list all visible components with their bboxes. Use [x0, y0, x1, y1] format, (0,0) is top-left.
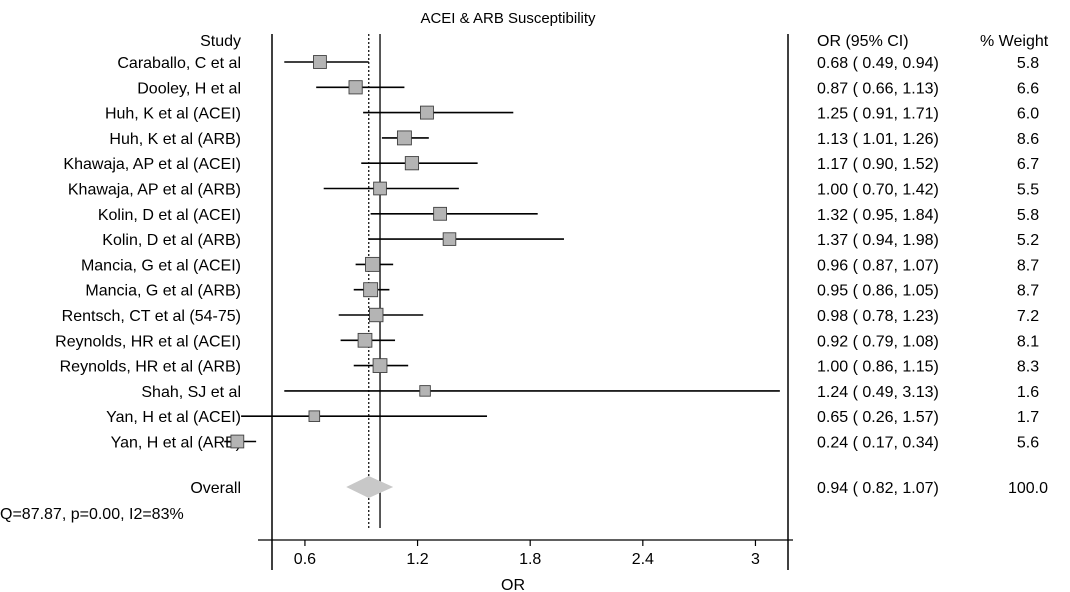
study-estimate-box [419, 385, 431, 397]
study-weight: 5.8 [1017, 55, 1039, 72]
study-label: Kolin, D et al (ACEI) [98, 207, 241, 224]
study-ci-text: 0.65 ( 0.26, 1.57) [817, 409, 939, 426]
study-ci-text: 1.37 ( 0.94, 1.98) [817, 232, 939, 249]
study-label: Huh, K et al (ACEI) [105, 106, 241, 123]
study-weight: 8.3 [1017, 359, 1039, 376]
study-weight: 5.5 [1017, 182, 1039, 199]
study-weight: 1.6 [1017, 384, 1039, 401]
study-estimate-box [442, 232, 457, 246]
study-estimate-box [420, 105, 434, 120]
study-estimate-box [308, 410, 321, 422]
study-weight: 8.7 [1017, 257, 1039, 274]
study-weight: 8.7 [1017, 283, 1039, 300]
study-ci-text: 1.00 ( 0.86, 1.15) [817, 359, 939, 376]
study-ci-text: 0.95 ( 0.86, 1.05) [817, 283, 939, 300]
study-ci-text: 0.24 ( 0.17, 0.34) [817, 435, 939, 452]
study-weight: 6.0 [1017, 106, 1039, 123]
study-column-header: Study [200, 33, 241, 50]
study-ci-text: 1.24 ( 0.49, 3.13) [817, 384, 939, 401]
study-label: Mancia, G et al (ACEI) [81, 257, 241, 274]
study-label: Reynolds, HR et al (ARB) [60, 359, 241, 376]
study-ci-text: 0.92 ( 0.79, 1.08) [817, 333, 939, 350]
study-estimate-box [433, 206, 447, 221]
study-label: Dooley, H et al [137, 80, 241, 97]
chart-title: ACEI & ARB Susceptibility [420, 10, 596, 27]
overall-ci-text: 0.94 ( 0.82, 1.07) [817, 480, 939, 497]
overall-diamond [346, 476, 394, 498]
study-estimate-box [396, 130, 412, 146]
study-weight: 5.6 [1017, 435, 1039, 452]
study-label: Yan, H et al (ACEI) [106, 409, 241, 426]
study-label: Reynolds, HR et al (ACEI) [55, 333, 241, 350]
x-tick-label: 3 [751, 551, 760, 568]
study-ci-text: 1.00 ( 0.70, 1.42) [817, 182, 939, 199]
heterogeneity-label: Q=87.87, p=0.00, I2=83% [0, 506, 184, 523]
study-weight: 1.7 [1017, 409, 1039, 426]
study-ci-text: 1.17 ( 0.90, 1.52) [817, 156, 939, 173]
study-ci-text: 0.98 ( 0.78, 1.23) [817, 308, 939, 325]
study-ci-text: 1.32 ( 0.95, 1.84) [817, 207, 939, 224]
study-estimate-box [365, 256, 380, 272]
x-tick-label: 1.2 [406, 551, 428, 568]
study-estimate-box [230, 434, 245, 449]
study-ci-text: 0.96 ( 0.87, 1.07) [817, 257, 939, 274]
study-estimate-box [357, 332, 373, 348]
study-estimate-box [363, 282, 379, 298]
study-label: Khawaja, AP et al (ACEI) [63, 156, 241, 173]
study-estimate-box [348, 80, 363, 95]
study-estimate-box [372, 358, 388, 373]
study-weight: 8.6 [1017, 131, 1039, 148]
study-weight: 5.2 [1017, 232, 1039, 249]
study-label: Caraballo, C et al [117, 55, 241, 72]
x-axis-title: OR [501, 577, 525, 592]
study-label: Shah, SJ et al [141, 384, 241, 401]
weight-column-header: % Weight [980, 33, 1049, 50]
study-estimate-box [313, 55, 327, 69]
study-ci-text: 1.25 ( 0.91, 1.71) [817, 106, 939, 123]
study-label: Huh, K et al (ARB) [109, 131, 241, 148]
study-label: Mancia, G et al (ARB) [85, 283, 241, 300]
study-label: Yan, H et al (ARB) [111, 435, 241, 452]
study-label: Khawaja, AP et al (ARB) [68, 182, 241, 199]
study-weight: 5.8 [1017, 207, 1039, 224]
overall-weight: 100.0 [1008, 480, 1048, 497]
study-ci-text: 1.13 ( 1.01, 1.26) [817, 131, 939, 148]
study-estimate-box [373, 181, 387, 196]
study-label: Kolin, D et al (ARB) [102, 232, 241, 249]
x-tick-label: 0.6 [294, 551, 316, 568]
study-ci-text: 0.87 ( 0.66, 1.13) [817, 80, 939, 97]
study-weight: 6.6 [1017, 80, 1039, 97]
study-weight: 8.1 [1017, 333, 1039, 350]
x-tick-label: 1.8 [519, 551, 541, 568]
study-estimate-box [369, 307, 384, 323]
study-weight: 7.2 [1017, 308, 1039, 325]
x-tick-label: 2.4 [632, 551, 654, 568]
study-estimate-box [404, 156, 420, 171]
study-label: Rentsch, CT et al (54-75) [62, 308, 241, 325]
overall-label: Overall [190, 480, 241, 497]
study-ci-text: 0.68 ( 0.49, 0.94) [817, 55, 939, 72]
ci-column-header: OR (95% CI) [817, 33, 909, 50]
study-weight: 6.7 [1017, 156, 1039, 173]
